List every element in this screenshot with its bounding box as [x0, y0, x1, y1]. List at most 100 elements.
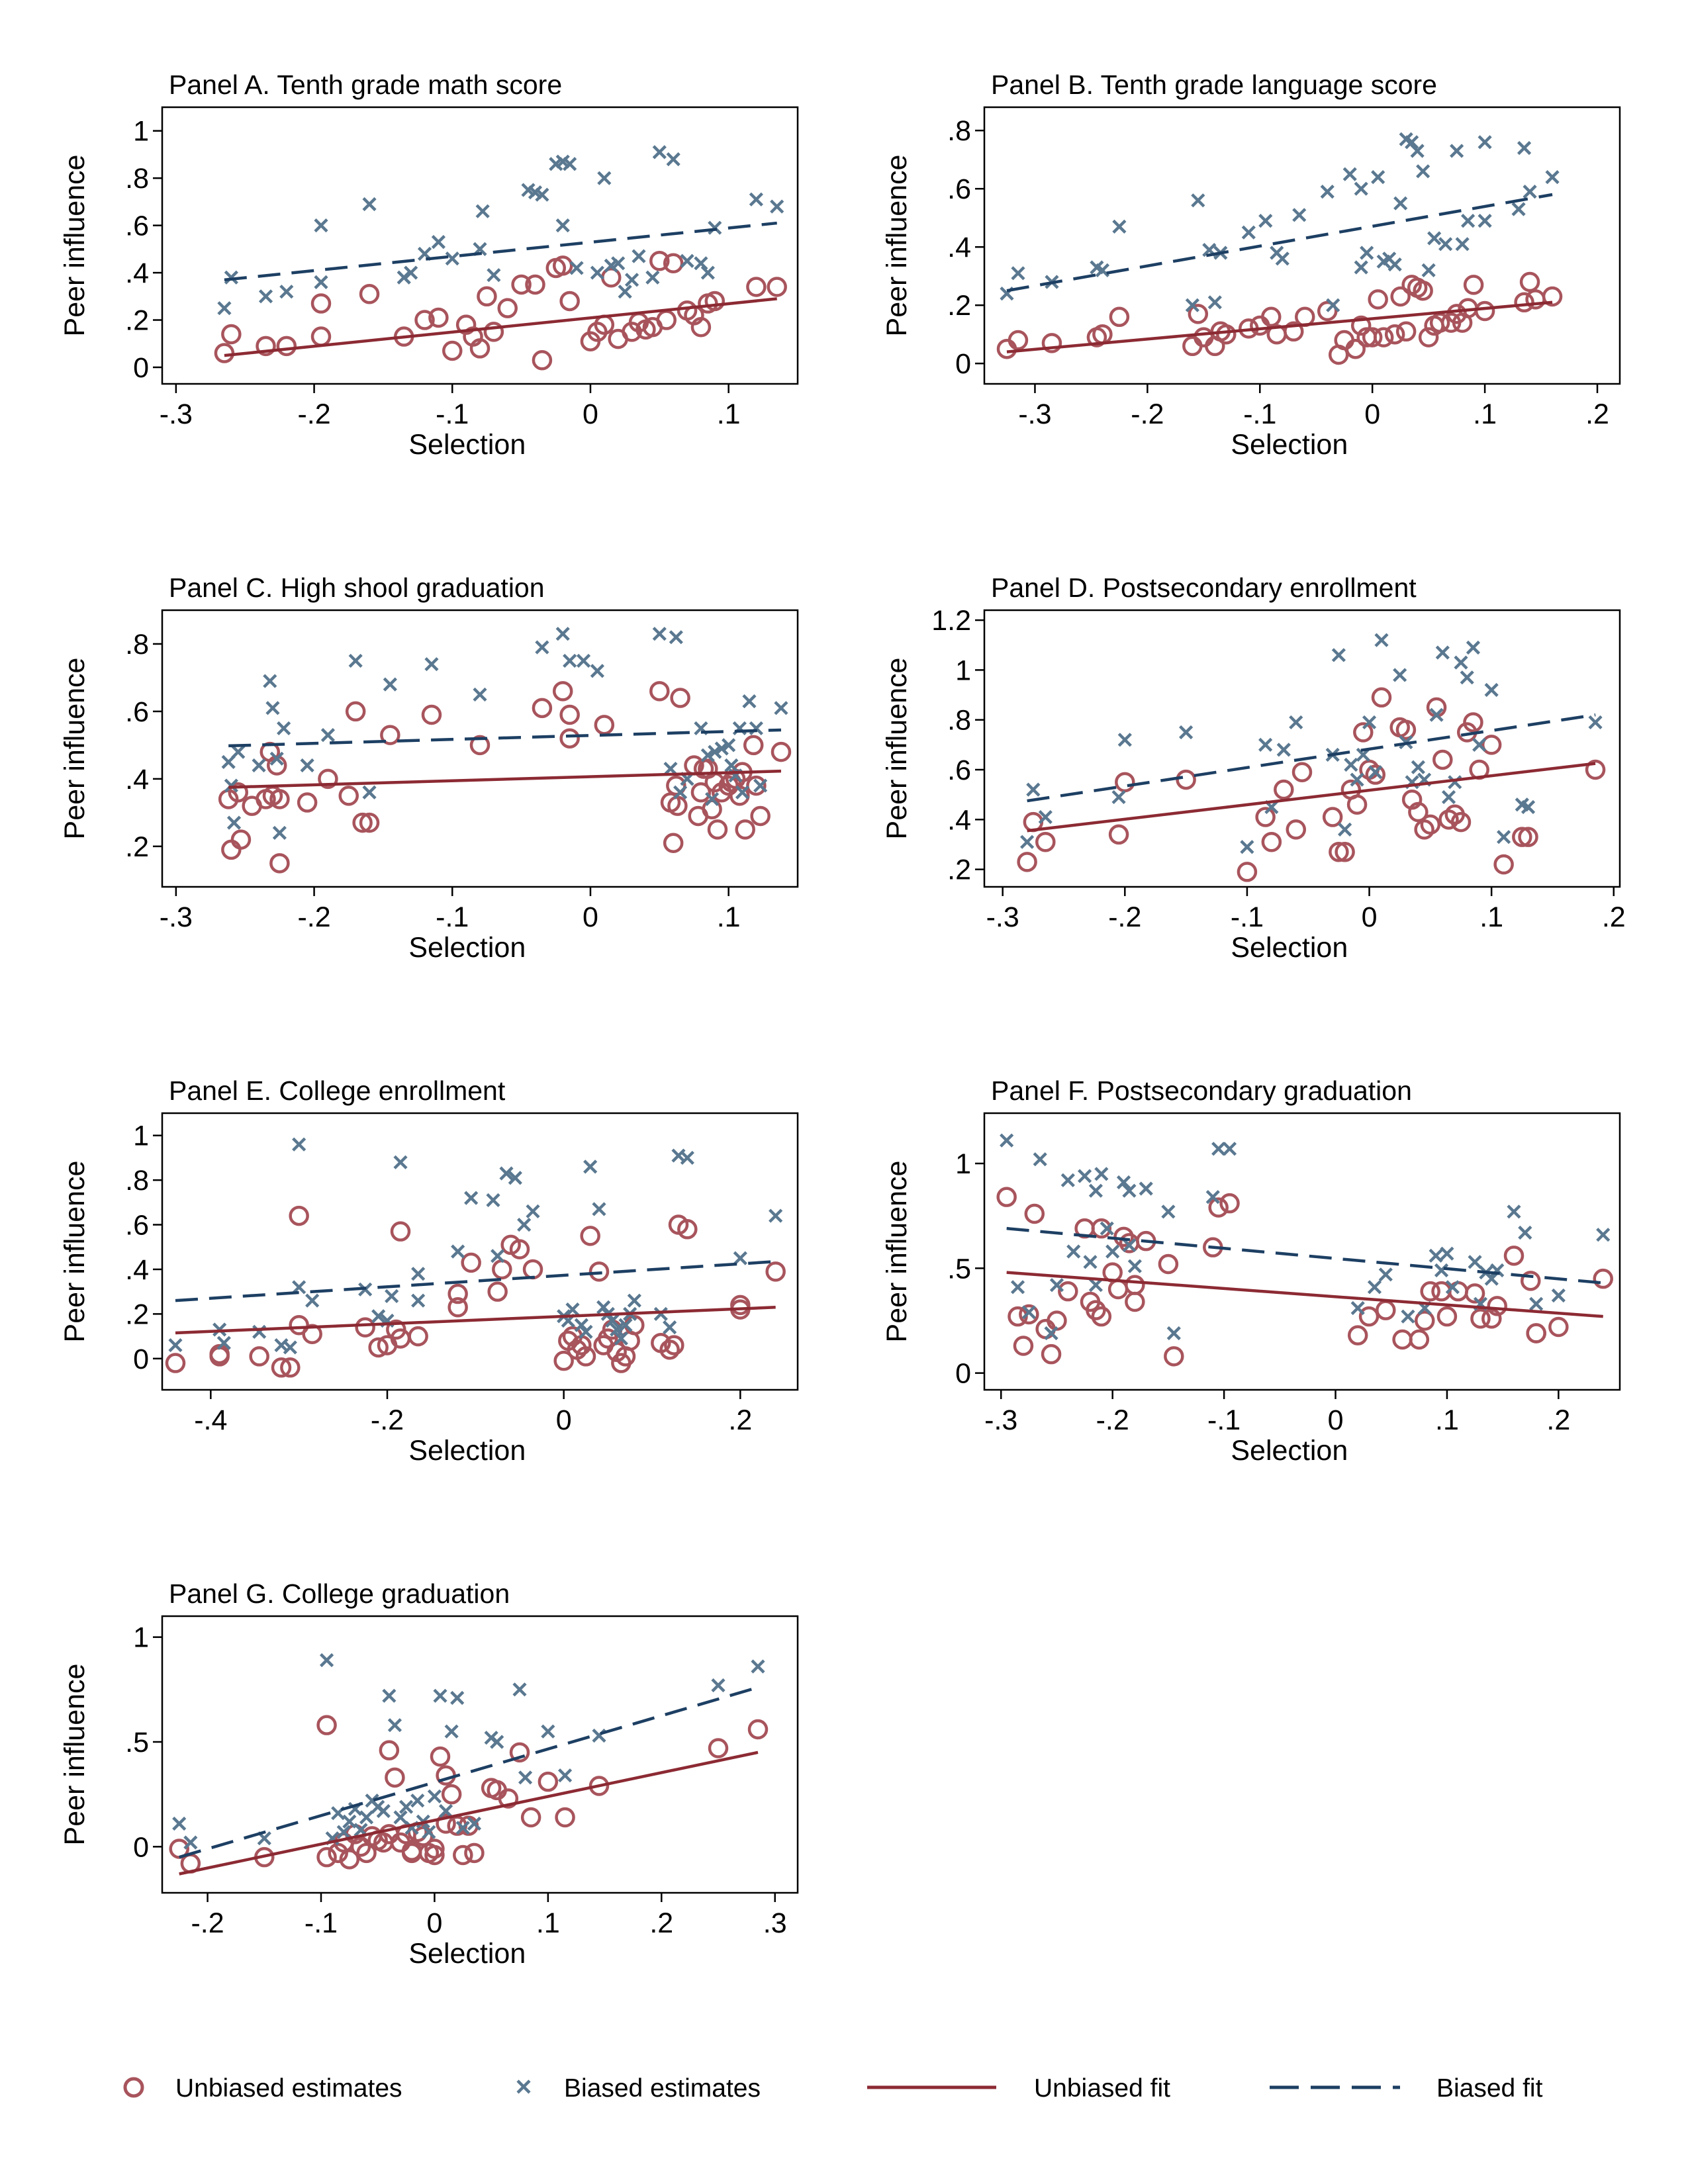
biased-point — [385, 1289, 399, 1304]
unbiased-point — [297, 792, 318, 813]
biased-point — [1466, 640, 1481, 655]
unbiased-point — [1368, 289, 1388, 310]
unbiased-point — [1429, 312, 1450, 333]
panel-g: Panel G. College graduation -.2 -.1 0 .1 .2 .3… — [59, 1578, 799, 1970]
unbiased-point — [424, 1839, 445, 1859]
biased-point — [1211, 1142, 1226, 1156]
panel-a-plot-frame — [161, 106, 799, 385]
unbiased-point — [1358, 1306, 1380, 1327]
unbiased-point — [442, 340, 463, 361]
biased-point — [1368, 765, 1383, 780]
unbiased-point — [525, 274, 545, 295]
biased-point — [700, 748, 715, 762]
unbiased-point — [339, 1849, 360, 1870]
biased-point — [1275, 251, 1289, 266]
biased-point — [1378, 1267, 1393, 1282]
biased-point — [1207, 295, 1222, 310]
unbiased-point — [441, 1784, 462, 1805]
panel-b-plot-frame — [983, 106, 1621, 385]
panel-e-y-axis-title: Peer influence — [59, 1161, 91, 1343]
biased-point — [376, 1803, 391, 1819]
biased-point — [1461, 214, 1476, 228]
biased-point — [1477, 214, 1492, 228]
biased-point — [517, 1217, 532, 1232]
biased-point — [371, 1309, 386, 1324]
unbiased-point — [310, 293, 332, 314]
biased-point — [1105, 1244, 1120, 1259]
unbiased-point — [214, 343, 235, 363]
unbiased-point — [1474, 300, 1495, 322]
biased-point — [411, 1267, 426, 1281]
unbiased-point — [704, 291, 726, 312]
unbiased-point — [1463, 275, 1484, 295]
biased-point — [1354, 260, 1368, 275]
biased-point — [1354, 181, 1368, 196]
unbiased-point — [677, 1219, 698, 1240]
unbiased-point — [746, 775, 767, 796]
biased-point — [1111, 790, 1126, 805]
biased-point — [445, 251, 459, 266]
unbiased-point — [1113, 1226, 1134, 1248]
biased-point — [1292, 208, 1307, 222]
biased-point — [292, 1280, 306, 1295]
biased-point — [1331, 648, 1346, 662]
unbiased-point — [538, 1771, 559, 1792]
biased-fit-line — [1006, 193, 1553, 293]
panel-g-y-axis-title: Peer influence — [59, 1664, 91, 1846]
biased-point — [305, 1293, 320, 1308]
unbiased-point — [169, 1839, 189, 1859]
biased-point — [669, 630, 683, 645]
biased-point — [1551, 1288, 1566, 1303]
biased-point — [749, 192, 763, 206]
biased-point — [263, 674, 277, 688]
unbiased-point — [1481, 1308, 1502, 1329]
biased-point — [1010, 1280, 1025, 1295]
biased-point — [1179, 725, 1194, 740]
biased-point — [541, 1724, 555, 1739]
unbiased-point — [379, 1740, 400, 1760]
unbiased-point — [1041, 1343, 1062, 1365]
panel-f-plot-frame — [983, 1112, 1621, 1391]
biased-point — [526, 1204, 540, 1218]
unbiased-point — [469, 338, 491, 359]
unbiased-point — [359, 812, 380, 833]
biased-point — [1020, 835, 1035, 849]
unbiased-point — [421, 704, 442, 725]
unbiased-point — [436, 1813, 456, 1834]
panel-e-y-tick-label: .2 — [125, 1298, 149, 1330]
unbiased-point — [1362, 327, 1383, 347]
unbiased-point — [1322, 807, 1343, 827]
panel-d-x-axis-title: Selection — [1231, 932, 1348, 964]
unbiased-point — [1291, 762, 1313, 783]
unbiased-point — [1463, 712, 1483, 733]
biased-fit-line — [224, 221, 777, 282]
biased-point — [491, 1249, 505, 1263]
unbiased-point — [649, 681, 670, 702]
unbiased-point — [414, 310, 435, 330]
unbiased-point — [575, 1346, 596, 1367]
biased-point — [1258, 737, 1273, 752]
biased-point — [1276, 743, 1291, 757]
biased-point — [1139, 1181, 1153, 1196]
biased-point — [1477, 135, 1492, 150]
unbiased-point — [1420, 814, 1441, 835]
panel-f-x-axis-title: Selection — [1231, 1435, 1348, 1467]
unbiased-point — [735, 819, 755, 840]
biased-point — [711, 1678, 726, 1693]
biased-point — [673, 785, 688, 799]
unbiased-point — [996, 1187, 1017, 1207]
biased-point — [1044, 1326, 1058, 1341]
unbiased-point — [1274, 779, 1294, 800]
biased-point — [1060, 1173, 1075, 1187]
biased-point — [217, 301, 232, 316]
biased-point — [1441, 790, 1456, 805]
biased-point — [1393, 668, 1407, 682]
panel-b-y-tick-label: .6 — [947, 173, 971, 205]
unbiased-point — [492, 1259, 512, 1280]
unbiased-point — [663, 253, 684, 274]
unbiased-fit-line — [1006, 1271, 1603, 1318]
panel-f-x-tick-label: 0 — [1328, 1404, 1344, 1436]
unbiased-point — [1208, 1197, 1229, 1218]
biased-point — [627, 1293, 641, 1308]
